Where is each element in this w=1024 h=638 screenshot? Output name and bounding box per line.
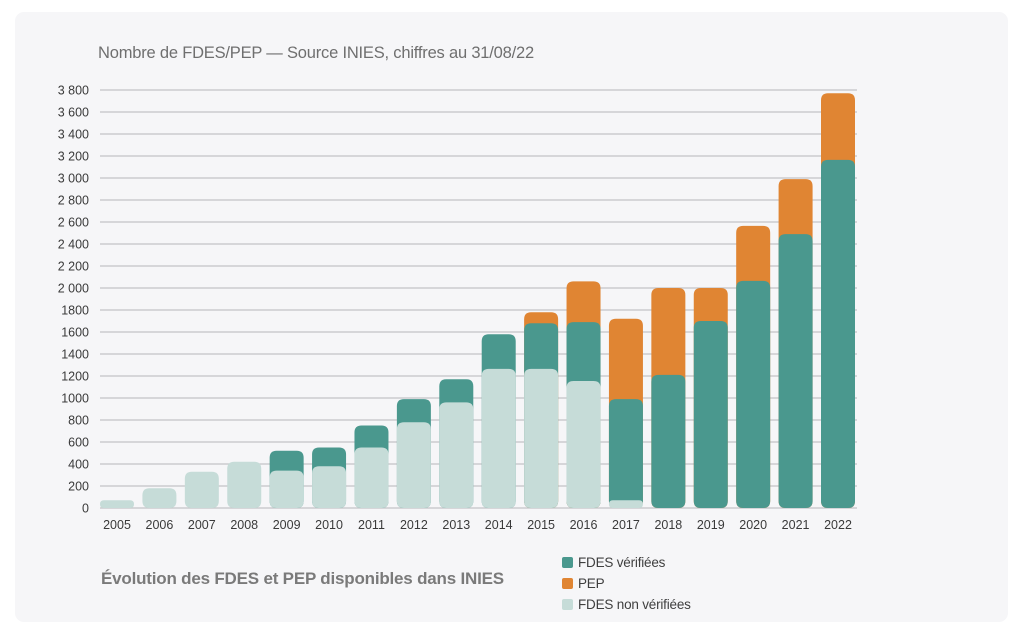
y-tick-label: 0 (82, 502, 89, 516)
legend-swatch-fdes-non-verifiees (562, 599, 573, 610)
x-tick-label: 2022 (824, 518, 852, 532)
y-tick-label: 3 800 (58, 84, 89, 98)
y-tick-label: 2 600 (58, 216, 89, 230)
bar-group-2011 (354, 425, 389, 508)
x-tick-label: 2014 (485, 518, 513, 532)
y-tick-label: 800 (68, 414, 89, 428)
chart-caption: Évolution des FDES et PEP disponibles da… (101, 569, 504, 588)
y-tick-label: 2 000 (58, 282, 89, 296)
x-tick-label: 2013 (442, 518, 470, 532)
x-tick-label: 2006 (146, 518, 174, 532)
bar-segment-fdes-non-v-rifi-es-2009 (269, 470, 304, 508)
bar-group-2019 (693, 288, 728, 508)
bar-group-2018 (651, 288, 686, 508)
bar-segment-fdes-v-rifi-es-2021 (778, 234, 813, 508)
bar-group-2014 (481, 334, 516, 508)
y-tick-label: 200 (68, 480, 89, 494)
bar-group-2009 (269, 450, 304, 508)
bar-segment-fdes-non-v-rifi-es-2008 (227, 461, 262, 508)
bar-segment-fdes-v-rifi-es-2020 (736, 280, 771, 508)
bar-segment-fdes-non-v-rifi-es-2006 (142, 488, 177, 508)
bar-segment-fdes-non-v-rifi-es-2007 (184, 471, 219, 508)
bar-segment-fdes-non-v-rifi-es-2017 (608, 500, 643, 508)
bar-segment-fdes-non-v-rifi-es-2014 (481, 368, 516, 508)
y-tick-label: 2 200 (58, 260, 89, 274)
x-tick-label: 2010 (315, 518, 343, 532)
bar-group-2013 (439, 379, 474, 508)
legend-item-pep: PEP (562, 573, 691, 594)
chart-title: Nombre de FDES/PEP — Source INIES, chiff… (98, 44, 534, 62)
x-tick-label: 2018 (654, 518, 682, 532)
bar-group-2021 (778, 179, 813, 508)
y-tick-label: 3 200 (58, 150, 89, 164)
gridlines (100, 89, 857, 509)
x-tick-label: 2015 (527, 518, 555, 532)
y-tick-label: 400 (68, 458, 89, 472)
bar-group-2016 (566, 281, 601, 508)
y-tick-label: 600 (68, 436, 89, 450)
legend-label: FDES non vérifiées (578, 597, 691, 612)
bar-segment-fdes-non-v-rifi-es-2012 (396, 422, 431, 508)
legend-item-fdes-non-verifiees: FDES non vérifiées (562, 594, 691, 615)
bar-segment-fdes-non-v-rifi-es-2011 (354, 447, 389, 508)
bar-group-2022 (821, 93, 855, 509)
legend-label: FDES vérifiées (578, 555, 666, 570)
legend-label: PEP (578, 576, 605, 591)
x-tick-label: 2009 (273, 518, 301, 532)
bar-group-2008 (227, 461, 262, 508)
bar-group-2017 (608, 318, 643, 508)
y-tick-label: 2 800 (58, 194, 89, 208)
bar-segment-fdes-v-rifi-es-2019 (693, 321, 728, 508)
bar-segment-fdes-non-v-rifi-es-2013 (439, 402, 474, 508)
legend-item-fdes-verifiees: FDES vérifiées (562, 552, 691, 573)
y-tick-label: 1200 (61, 370, 89, 384)
x-tick-label: 2021 (782, 518, 810, 532)
y-tick-label: 1800 (61, 304, 89, 318)
bar-group-2020 (736, 225, 771, 508)
bar-group-2005 (100, 500, 134, 508)
bar-group-2010 (312, 447, 347, 508)
x-tick-label: 2016 (570, 518, 598, 532)
bar-segment-fdes-non-v-rifi-es-2015 (524, 368, 559, 508)
y-tick-label: 1600 (61, 326, 89, 340)
legend-swatch-fdes-verifiees (562, 557, 573, 568)
x-tick-label: 2011 (358, 518, 385, 532)
bar-group-2012 (396, 399, 431, 508)
bar-segment-fdes-non-v-rifi-es-2010 (312, 466, 347, 508)
bar-segment-fdes-non-v-rifi-es-2016 (566, 380, 601, 508)
bars (100, 93, 855, 509)
x-tick-label: 2020 (739, 518, 767, 532)
bar-group-2007 (184, 471, 219, 508)
bar-segment-fdes-v-rifi-es-2017 (608, 399, 643, 508)
x-tick-label: 2012 (400, 518, 428, 532)
legend: FDES vérifiées PEP FDES non vérifiées (562, 552, 691, 615)
x-tick-label: 2019 (697, 518, 725, 532)
y-tick-label: 2 400 (58, 238, 89, 252)
bar-segment-fdes-v-rifi-es-2018 (651, 374, 686, 508)
bar-group-2015 (524, 312, 559, 508)
x-tick-label: 2017 (612, 518, 640, 532)
bar-segment-fdes-v-rifi-es-2022 (821, 159, 855, 508)
x-axis-tick-labels: 2005 2006 2007 2008 2009 2010 2011 2012 2013 2014… (103, 518, 852, 532)
y-tick-label: 1000 (61, 392, 89, 406)
y-tick-label: 3 600 (58, 106, 89, 120)
y-axis-tick-labels: 0 200 400 600 800 1000 1200 1400 1600 1800 2 000 2 … (58, 84, 89, 516)
y-tick-label: 1400 (61, 348, 89, 362)
x-tick-label: 2007 (188, 518, 216, 532)
x-tick-label: 2008 (230, 518, 258, 532)
y-tick-label: 3 000 (58, 172, 89, 186)
bar-group-2006 (142, 488, 177, 508)
bar-segment-fdes-non-v-rifi-es-2005 (100, 500, 134, 508)
x-tick-label: 2005 (103, 518, 131, 532)
y-tick-label: 3 400 (58, 128, 89, 142)
legend-swatch-pep (562, 578, 573, 589)
